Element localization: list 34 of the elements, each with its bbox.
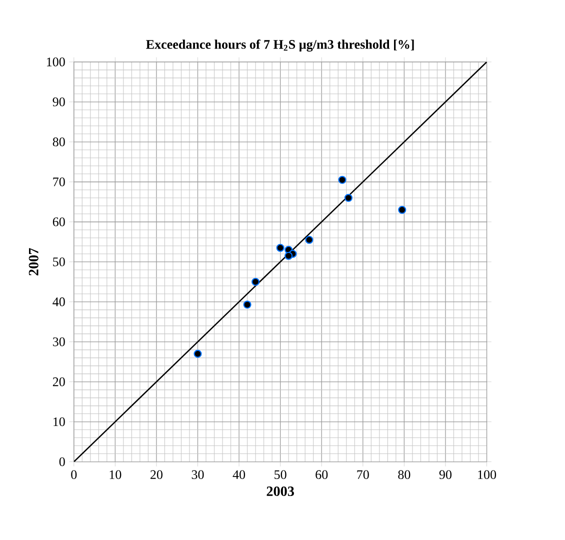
point (344, 194, 352, 202)
point (194, 350, 202, 358)
y-tick-label: 10 (54, 417, 65, 426)
point (243, 300, 252, 309)
y-tick-label: 0 (59, 457, 65, 466)
x-axis-title: 2003 (266, 486, 294, 496)
y-tick-label: 100 (46, 58, 65, 66)
point (284, 252, 293, 260)
x-tick-label: 30 (192, 470, 204, 480)
x-tick-label: 80 (398, 470, 410, 480)
point (398, 206, 406, 214)
point (338, 176, 346, 184)
point (252, 278, 260, 286)
x-tick-label: 10 (110, 470, 122, 480)
y-tick-label: 30 (53, 337, 65, 346)
x-tick-label: 40 (232, 470, 246, 480)
chart-title: Exceedance hours of 7 H$_{2}$S µg/m3 threshold [%] (146, 40, 414, 52)
y-tick-label: 40 (52, 297, 65, 306)
x-tick-label: 60 (316, 470, 328, 480)
x-tick-label: 0 (71, 470, 77, 480)
y-tick-label: 90 (52, 98, 65, 106)
y-tick-label: 70 (53, 177, 65, 186)
x-tick-label: 70 (357, 470, 369, 480)
y-tick-label: 60 (52, 217, 65, 226)
x-tick-label: 100 (478, 470, 496, 480)
point (276, 244, 284, 252)
x-tick-label: 50 (274, 470, 286, 480)
y-tick-label: 80 (52, 137, 65, 146)
y-tick-label: 20 (52, 377, 65, 386)
y-axis-title: 2007 (28, 248, 38, 276)
point (305, 236, 314, 244)
x-tick-label: 20 (150, 470, 162, 480)
x-tick-label: 90 (439, 470, 452, 480)
y-tick-label: 50 (53, 257, 65, 266)
